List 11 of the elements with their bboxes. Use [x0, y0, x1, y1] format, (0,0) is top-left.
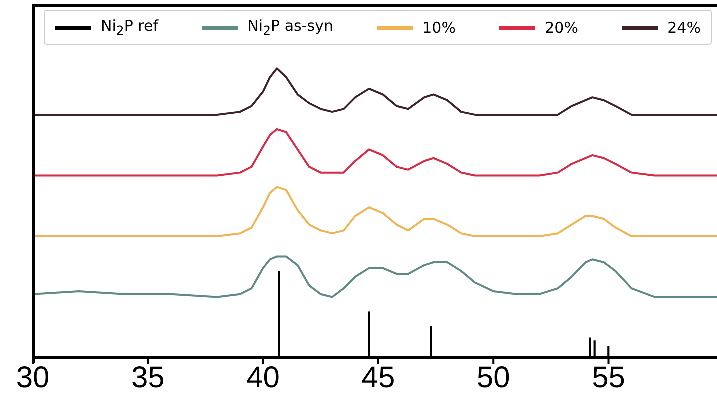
- x-tick-label: 45: [362, 361, 396, 394]
- legend-label: 24%: [668, 18, 701, 36]
- legend-label: 20%: [545, 18, 578, 36]
- x-tick-label: 40: [246, 361, 280, 394]
- x-tick-label: 50: [476, 361, 510, 394]
- legend-label: Ni$_{2}$P ref: [101, 17, 159, 38]
- legend-label: Ni$_{2}$P as-syn: [248, 17, 334, 38]
- x-tick-label: 55: [592, 361, 626, 394]
- x-tick-label: 35: [131, 361, 165, 394]
- x-tick-label: 30: [16, 361, 50, 394]
- legend-label: 10%: [422, 18, 456, 36]
